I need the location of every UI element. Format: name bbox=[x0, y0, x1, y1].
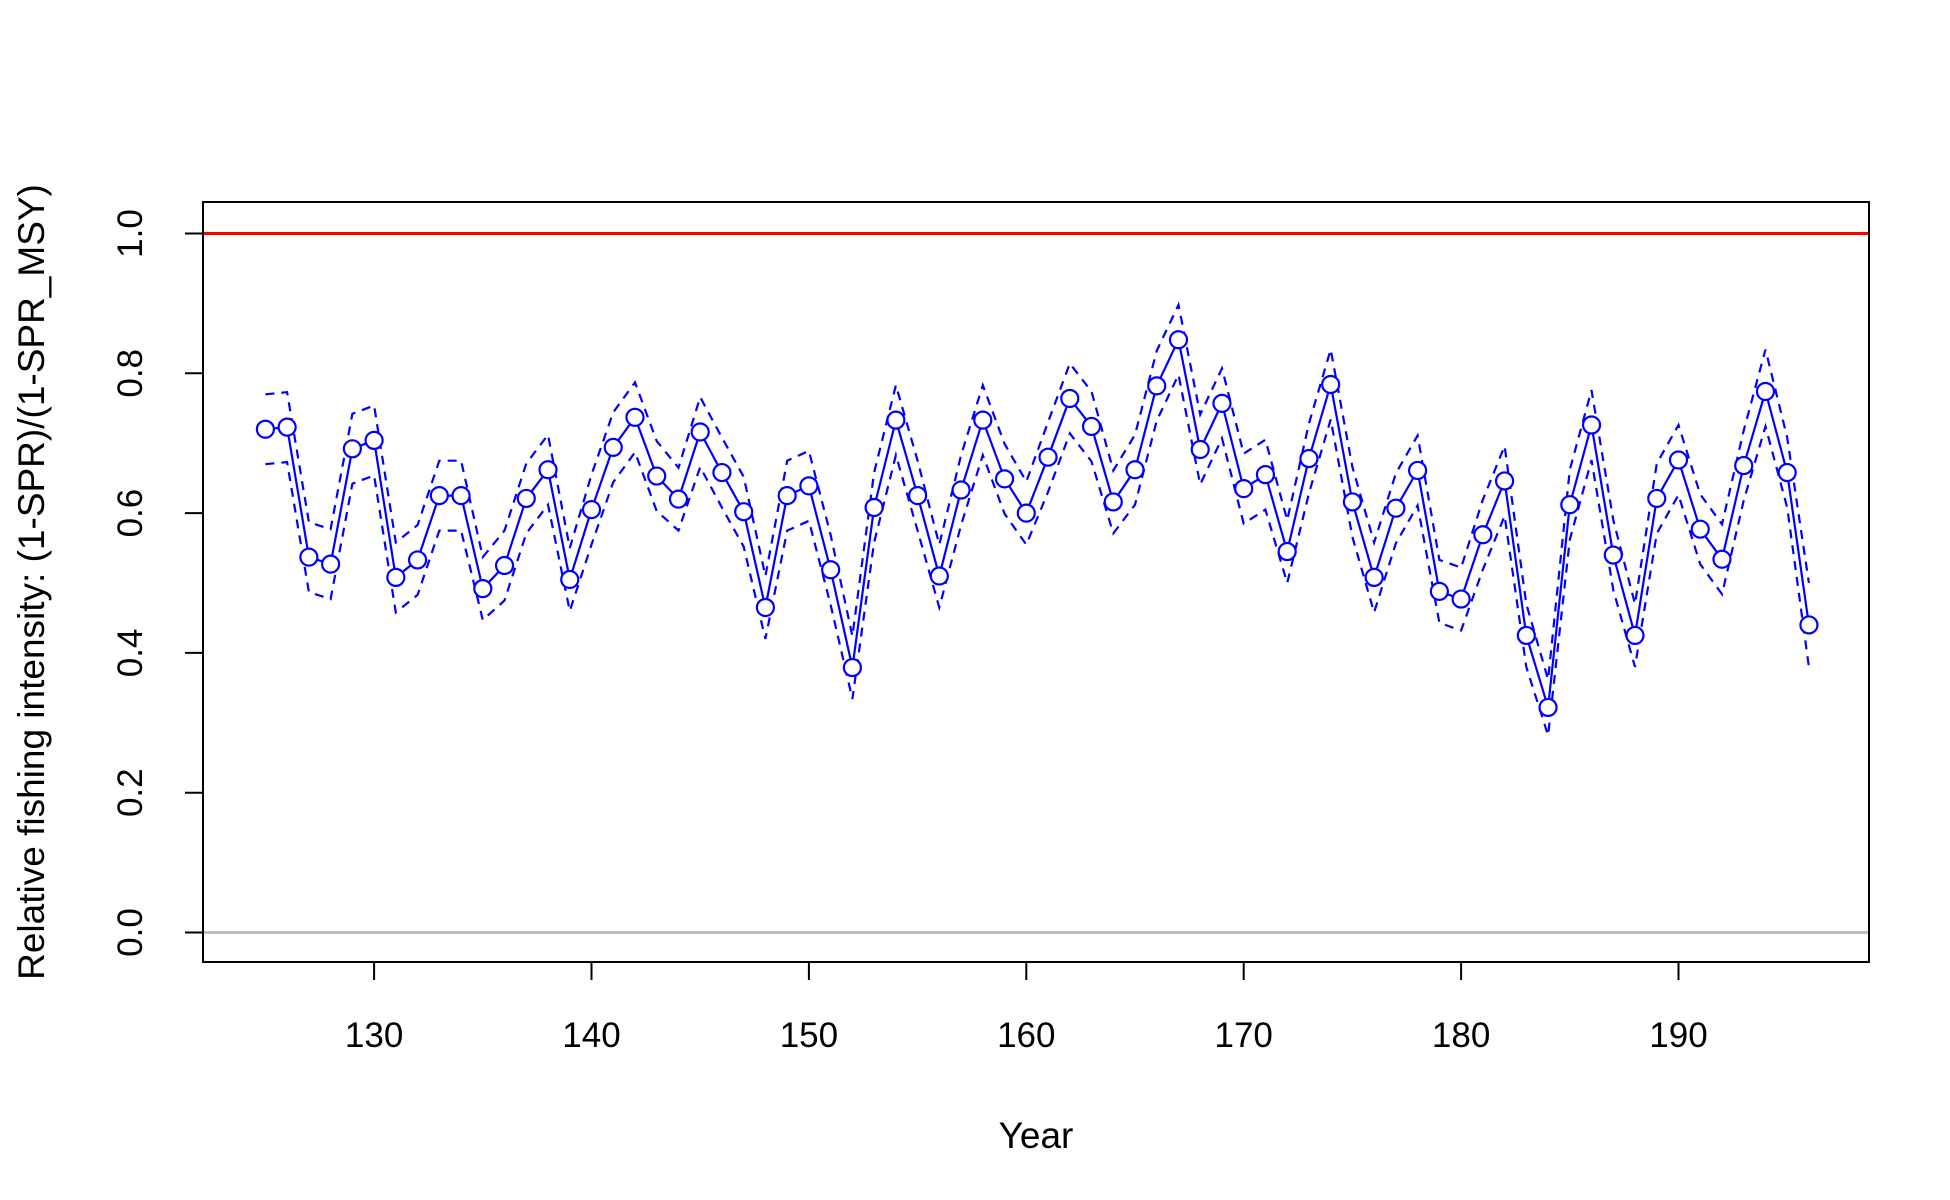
data-point bbox=[1364, 567, 1384, 588]
plot-area bbox=[255, 301, 1819, 736]
data-point bbox=[603, 437, 623, 457]
data-point bbox=[1560, 495, 1580, 515]
x-tick-label: 190 bbox=[1649, 1016, 1707, 1055]
data-point bbox=[951, 480, 971, 500]
data-point bbox=[755, 597, 776, 618]
data-point bbox=[886, 410, 906, 430]
x-tick-label: 140 bbox=[562, 1016, 620, 1055]
data-point bbox=[1386, 498, 1406, 518]
data-point bbox=[1342, 492, 1363, 512]
data-point bbox=[1125, 460, 1145, 480]
data-point bbox=[1321, 374, 1341, 395]
data-point bbox=[538, 460, 558, 480]
data-point bbox=[1755, 381, 1776, 402]
data-point bbox=[1494, 471, 1515, 491]
x-tick-label: 180 bbox=[1432, 1016, 1490, 1055]
y-tick-label: 0.6 bbox=[111, 489, 150, 538]
y-axis-title: Relative fishing intensity: (1-SPR)/(1-S… bbox=[11, 184, 52, 980]
data-point bbox=[1712, 549, 1732, 569]
lower-interval-line bbox=[265, 371, 1810, 736]
data-point bbox=[560, 569, 580, 590]
data-point bbox=[1538, 697, 1558, 718]
x-tick-label: 150 bbox=[780, 1016, 838, 1055]
data-point bbox=[1299, 448, 1319, 469]
data-point bbox=[1255, 465, 1276, 485]
data-point bbox=[907, 486, 928, 506]
data-point bbox=[668, 489, 689, 509]
data-point bbox=[1581, 415, 1602, 435]
data-point bbox=[1212, 393, 1232, 413]
data-point bbox=[799, 476, 819, 496]
data-point bbox=[407, 550, 428, 570]
data-point bbox=[1668, 450, 1689, 470]
data-point bbox=[1016, 503, 1036, 523]
data-point bbox=[994, 469, 1015, 489]
data-point bbox=[299, 547, 319, 567]
data-point bbox=[777, 486, 797, 506]
data-point bbox=[321, 554, 341, 574]
data-point bbox=[1516, 625, 1536, 646]
reference-lines bbox=[203, 232, 1869, 934]
data-point bbox=[647, 466, 667, 486]
data-point bbox=[1081, 416, 1102, 437]
x-axis-title: Year bbox=[999, 1115, 1074, 1156]
data-point bbox=[690, 422, 710, 442]
data-point bbox=[1451, 589, 1471, 609]
data-point bbox=[581, 500, 602, 520]
data-point bbox=[386, 567, 406, 588]
data-point bbox=[1429, 581, 1449, 601]
data-point bbox=[451, 486, 471, 506]
y-tick-label: 0.4 bbox=[111, 629, 150, 678]
data-point bbox=[1625, 625, 1645, 646]
data-point bbox=[473, 578, 493, 599]
data-point bbox=[734, 502, 754, 522]
data-point bbox=[929, 566, 949, 586]
y-tick-label: 0.0 bbox=[111, 908, 150, 957]
x-tick-label: 160 bbox=[997, 1016, 1055, 1055]
y-tick-label: 0.8 bbox=[111, 349, 150, 398]
data-point bbox=[1690, 519, 1710, 539]
y-tick-label: 0.2 bbox=[111, 768, 150, 817]
data-point bbox=[625, 407, 645, 427]
y-tick-label: 1.0 bbox=[111, 209, 150, 258]
data-point bbox=[1038, 447, 1058, 467]
data-point bbox=[1799, 615, 1819, 635]
data-point bbox=[494, 555, 515, 576]
data-point bbox=[255, 419, 275, 439]
data-point bbox=[1734, 455, 1754, 476]
data-point bbox=[842, 657, 862, 678]
data-point bbox=[1168, 330, 1189, 350]
data-point bbox=[429, 486, 449, 506]
data-point bbox=[1190, 439, 1210, 460]
x-tick-label: 170 bbox=[1214, 1016, 1272, 1055]
plot-frame bbox=[202, 201, 1870, 963]
data-point bbox=[364, 430, 384, 451]
data-point bbox=[277, 417, 297, 437]
data-point bbox=[1277, 541, 1297, 562]
data-point bbox=[1473, 525, 1493, 545]
x-tick-label: 130 bbox=[345, 1016, 403, 1055]
series-line bbox=[265, 336, 1810, 708]
data-point bbox=[516, 488, 536, 509]
data-point bbox=[1060, 388, 1080, 409]
data-point bbox=[1147, 376, 1167, 396]
data-point bbox=[1408, 460, 1428, 481]
data-point bbox=[712, 462, 732, 483]
data-point bbox=[864, 497, 884, 518]
data-point bbox=[1603, 545, 1623, 565]
data-point bbox=[973, 410, 993, 430]
data-point bbox=[1647, 488, 1667, 509]
data-point bbox=[1777, 462, 1797, 483]
data-point bbox=[1103, 492, 1123, 512]
data-point bbox=[342, 439, 362, 459]
data-point bbox=[821, 560, 841, 580]
data-point bbox=[1234, 479, 1254, 499]
